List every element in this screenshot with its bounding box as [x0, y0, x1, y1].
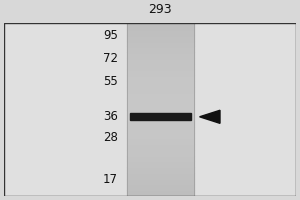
- Bar: [127, 46, 194, 52]
- Bar: [127, 150, 194, 156]
- Bar: [127, 173, 194, 179]
- Bar: [127, 184, 194, 190]
- Text: 293: 293: [148, 3, 172, 16]
- Bar: [127, 156, 194, 161]
- Bar: [127, 29, 194, 35]
- Bar: [127, 87, 194, 92]
- Bar: [127, 121, 194, 127]
- Bar: [130, 113, 191, 120]
- Bar: [127, 110, 194, 115]
- Bar: [127, 133, 194, 138]
- Bar: [127, 64, 194, 69]
- Text: 55: 55: [103, 75, 118, 88]
- Text: 36: 36: [103, 110, 118, 123]
- Bar: [127, 69, 194, 75]
- Bar: [127, 115, 194, 121]
- Bar: [127, 179, 194, 184]
- Bar: [127, 75, 194, 81]
- Bar: [127, 161, 194, 167]
- Bar: [127, 167, 194, 173]
- Polygon shape: [200, 110, 220, 123]
- Bar: [127, 41, 194, 46]
- Text: 95: 95: [103, 29, 118, 42]
- Text: 17: 17: [103, 173, 118, 186]
- Bar: [127, 35, 194, 41]
- Bar: [127, 104, 194, 110]
- Bar: [127, 92, 194, 98]
- Bar: [127, 190, 194, 196]
- Bar: [127, 58, 194, 64]
- Bar: [127, 98, 194, 104]
- Bar: [127, 81, 194, 87]
- Bar: [127, 138, 194, 144]
- Bar: [127, 23, 194, 29]
- Bar: [127, 52, 194, 58]
- Bar: [127, 127, 194, 133]
- Bar: [127, 144, 194, 150]
- Text: 28: 28: [103, 131, 118, 144]
- Text: 72: 72: [103, 52, 118, 65]
